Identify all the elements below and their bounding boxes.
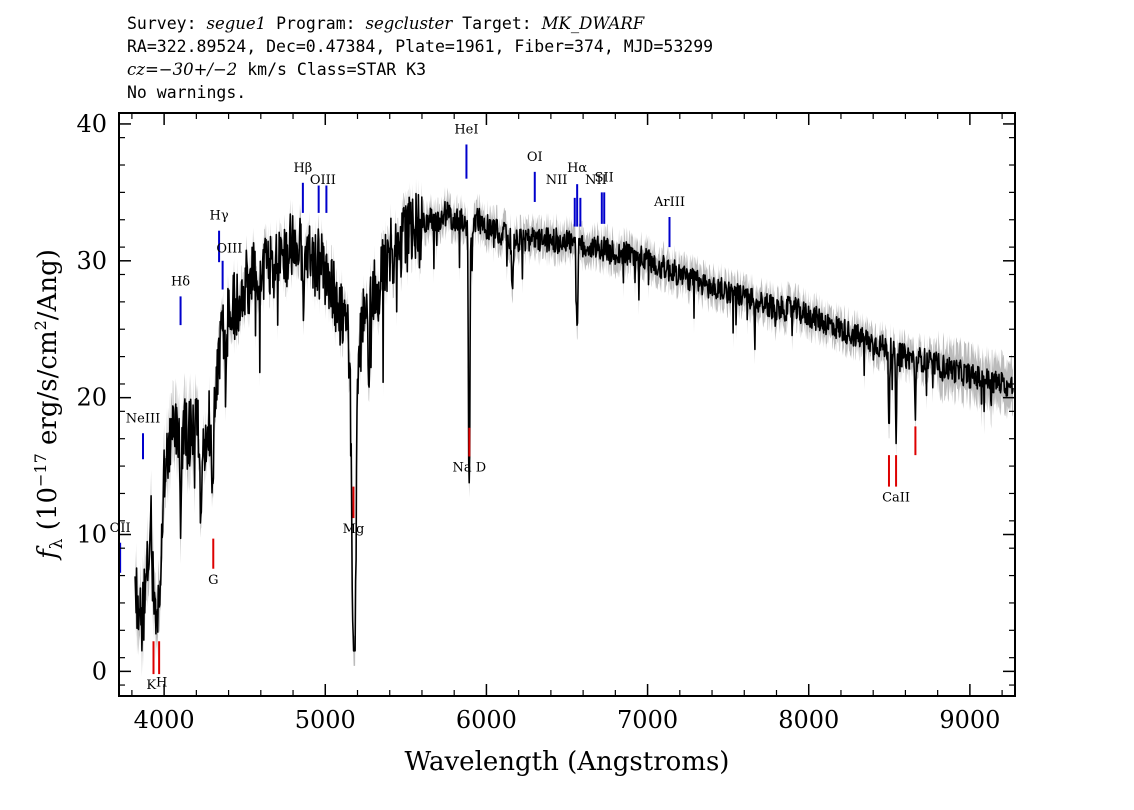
spectrum-header: Survey: segue1 Program: segcluster Targe… (127, 12, 713, 104)
survey-value: segue1 (206, 14, 267, 33)
header-line-coordinates: RA=322.89524, Dec=0.47384, Plate=1961, F… (127, 37, 714, 56)
target-value: MK_DWARF (541, 14, 645, 33)
emission-line-label: OII (110, 521, 131, 536)
x-tick-label: 5000 (295, 706, 356, 734)
absorption-line-label: H (156, 675, 167, 690)
class-text: km/s Class=STAR K3 (237, 60, 427, 79)
emission-line-label: NeIII (126, 411, 160, 426)
emission-line-label: OIII (216, 242, 242, 257)
absorption-line-label: G (208, 573, 218, 588)
emission-line-label: Hγ (210, 209, 229, 224)
y-tick-label: 10 (76, 521, 107, 549)
y-tick-label: 20 (76, 384, 107, 412)
absorption-line-label: K (146, 678, 156, 693)
y-tick-label: 40 (76, 110, 107, 138)
flux-line (134, 192, 1014, 652)
emission-line-label: Hβ (293, 161, 312, 176)
flux-series (134, 192, 1014, 652)
emission-line-label: NII (585, 173, 607, 188)
x-axis-title: Wavelength (Angstroms) (405, 747, 730, 777)
cz-label: cz (127, 60, 145, 79)
header-line-warnings: No warnings. (127, 83, 247, 102)
absorption-line-label: CaII (882, 491, 910, 506)
emission-line-label: SII (595, 170, 614, 185)
plot-frame (118, 112, 1016, 697)
x-tick-label: 9000 (939, 706, 1000, 734)
x-tick-label: 7000 (617, 706, 678, 734)
header-line-survey: Survey: segue1 Program: segcluster Targe… (127, 12, 713, 35)
y-tick-label: 0 (92, 657, 107, 685)
emission-line-label: HeI (454, 123, 478, 138)
emission-line-label: Hδ (171, 274, 190, 289)
emission-line-label: NII (546, 173, 568, 188)
absorption-line-label: Na D (452, 461, 486, 476)
cz-value: =−30+/−2 (144, 60, 238, 79)
emission-line-label: Hα (567, 161, 587, 176)
axis-ticks: 4000 5000 6000 7000 8000 9000 0 10 20 30 40 (76, 110, 1015, 734)
emission-line-markers: OIINeIIIHδHγOIIIHβOIIIHeIOINIIHαNIISIIAr… (110, 123, 685, 573)
survey-label: Survey: (127, 14, 207, 33)
program-label: Program: (266, 14, 366, 33)
x-tick-label: 4000 (134, 706, 195, 734)
emission-line-label: OI (527, 150, 543, 165)
header-line-redshift: cz=−30+/−2 km/s Class=STAR K3 (127, 58, 713, 81)
x-tick-label: 6000 (456, 706, 517, 734)
absorption-line-markers: K H G Mg Na D CaII (146, 426, 917, 693)
program-value: segcluster (365, 14, 453, 33)
y-tick-label: 30 (76, 247, 107, 275)
absorption-line-label: Mg (343, 522, 365, 537)
emission-line-label: OIII (310, 173, 336, 188)
target-label: Target: (452, 14, 542, 33)
x-tick-label: 8000 (778, 706, 839, 734)
emission-line-label: ArIII (653, 195, 685, 210)
y-axis-title: fλ (10−17 erg/s/cm2/Ang) (31, 249, 67, 561)
